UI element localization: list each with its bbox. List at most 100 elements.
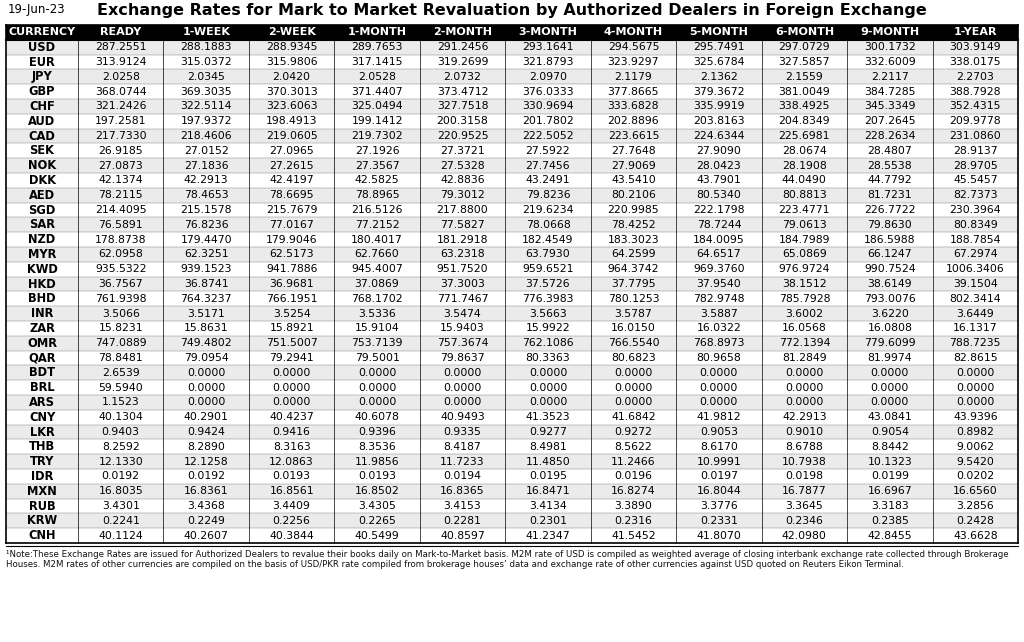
Text: 27.5328: 27.5328 [440, 160, 484, 171]
Bar [6, 514, 1018, 528]
Bar [6, 336, 1018, 351]
Text: 317.1415: 317.1415 [351, 57, 402, 67]
Text: CNH: CNH [29, 529, 55, 542]
Text: 3.5066: 3.5066 [101, 309, 139, 318]
Text: 768.1702: 768.1702 [351, 294, 402, 304]
Bar [6, 439, 1018, 454]
Text: SEK: SEK [30, 144, 54, 157]
Text: 771.7467: 771.7467 [437, 294, 488, 304]
Text: 28.5538: 28.5538 [867, 160, 912, 171]
Text: 16.8035: 16.8035 [98, 486, 143, 496]
Text: 0.0193: 0.0193 [358, 471, 396, 482]
Bar [6, 395, 1018, 410]
Text: CURRENCY: CURRENCY [8, 28, 76, 37]
Text: INR: INR [31, 307, 53, 320]
Text: 1.1523: 1.1523 [101, 397, 139, 408]
Text: 81.9974: 81.9974 [867, 353, 912, 363]
Text: 0.0000: 0.0000 [614, 368, 652, 377]
Text: 297.0729: 297.0729 [778, 42, 830, 52]
Text: 80.3363: 80.3363 [525, 353, 570, 363]
Text: 10.7938: 10.7938 [782, 456, 826, 467]
Text: 8.2890: 8.2890 [187, 442, 225, 452]
Text: 81.2849: 81.2849 [782, 353, 826, 363]
Text: 41.3523: 41.3523 [525, 412, 570, 422]
Text: 217.7330: 217.7330 [95, 131, 146, 141]
Text: 3.6002: 3.6002 [785, 309, 823, 318]
Text: 226.7722: 226.7722 [864, 205, 915, 215]
Text: CHF: CHF [29, 100, 55, 113]
Text: 16.6967: 16.6967 [867, 486, 912, 496]
Text: 179.4470: 179.4470 [180, 234, 232, 245]
Text: 78.2115: 78.2115 [98, 190, 143, 200]
Text: 220.9985: 220.9985 [607, 205, 659, 215]
Text: 42.0980: 42.0980 [782, 530, 826, 541]
Text: 178.8738: 178.8738 [95, 234, 146, 245]
Text: 79.8236: 79.8236 [525, 190, 570, 200]
Text: 2.0345: 2.0345 [187, 72, 225, 82]
Text: 757.3674: 757.3674 [437, 338, 488, 348]
Text: 0.0000: 0.0000 [187, 383, 225, 393]
Text: 8.6170: 8.6170 [700, 442, 738, 452]
Text: AED: AED [29, 189, 55, 202]
Text: 40.5499: 40.5499 [354, 530, 399, 541]
Text: 2-WEEK: 2-WEEK [267, 28, 315, 37]
Text: JPY: JPY [32, 71, 52, 83]
Text: 322.5114: 322.5114 [180, 101, 231, 112]
Text: 62.5173: 62.5173 [269, 249, 314, 259]
Text: 27.3567: 27.3567 [354, 160, 399, 171]
Text: KWD: KWD [27, 263, 57, 275]
Text: 37.5726: 37.5726 [525, 279, 570, 289]
Text: 79.0954: 79.0954 [183, 353, 228, 363]
Text: 62.3251: 62.3251 [184, 249, 228, 259]
Text: SAR: SAR [29, 218, 55, 231]
Text: 2.2703: 2.2703 [956, 72, 994, 82]
Text: 76.5891: 76.5891 [98, 220, 143, 230]
Text: 40.1124: 40.1124 [98, 530, 143, 541]
Text: 42.1374: 42.1374 [98, 175, 143, 186]
Bar [6, 99, 1018, 114]
Text: 321.2426: 321.2426 [95, 101, 146, 112]
Text: 1006.3406: 1006.3406 [946, 265, 1005, 274]
Text: 8.5622: 8.5622 [614, 442, 652, 452]
Text: 776.3983: 776.3983 [522, 294, 573, 304]
Text: 3.6220: 3.6220 [870, 309, 908, 318]
Text: 761.9398: 761.9398 [95, 294, 146, 304]
Bar [6, 25, 1018, 40]
Text: 38.6149: 38.6149 [867, 279, 912, 289]
Text: 27.7456: 27.7456 [525, 160, 570, 171]
Text: 223.4771: 223.4771 [778, 205, 830, 215]
Text: 377.8665: 377.8665 [607, 87, 659, 96]
Text: GBP: GBP [29, 85, 55, 98]
Text: 766.1951: 766.1951 [266, 294, 317, 304]
Text: 43.2491: 43.2491 [525, 175, 570, 186]
Text: 2.0258: 2.0258 [101, 72, 139, 82]
Text: 0.0192: 0.0192 [187, 471, 225, 482]
Text: 27.0873: 27.0873 [98, 160, 143, 171]
Text: 0.0198: 0.0198 [785, 471, 823, 482]
Text: 222.5052: 222.5052 [522, 131, 573, 141]
Text: 42.8836: 42.8836 [440, 175, 484, 186]
Text: 225.6981: 225.6981 [778, 131, 830, 141]
Text: 4-MONTH: 4-MONTH [604, 28, 663, 37]
Text: 785.7928: 785.7928 [778, 294, 830, 304]
Bar [6, 291, 1018, 306]
Text: 323.6063: 323.6063 [266, 101, 317, 112]
Text: 10.1323: 10.1323 [867, 456, 912, 467]
Text: 2-MONTH: 2-MONTH [433, 28, 493, 37]
Bar [6, 143, 1018, 158]
Text: 0.0000: 0.0000 [358, 383, 396, 393]
Text: 40.4237: 40.4237 [269, 412, 314, 422]
Text: 8.8442: 8.8442 [871, 442, 908, 452]
Text: CAD: CAD [29, 130, 55, 143]
Text: 27.9069: 27.9069 [611, 160, 655, 171]
Text: 27.0152: 27.0152 [183, 146, 228, 156]
Text: 41.2347: 41.2347 [525, 530, 570, 541]
Text: 41.8070: 41.8070 [696, 530, 741, 541]
Text: LKR: LKR [30, 426, 54, 438]
Text: 0.0000: 0.0000 [956, 368, 994, 377]
Text: 8.3163: 8.3163 [272, 442, 310, 452]
Text: 45.5457: 45.5457 [953, 175, 997, 186]
Text: 313.9124: 313.9124 [95, 57, 146, 67]
Text: 0.9403: 0.9403 [101, 427, 139, 437]
Text: 2.0970: 2.0970 [529, 72, 567, 82]
